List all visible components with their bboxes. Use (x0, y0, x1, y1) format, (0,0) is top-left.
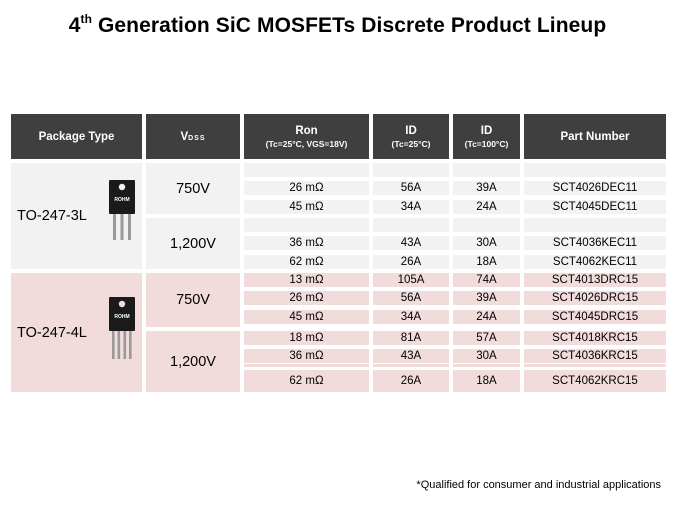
part-number-cell: SCT4013DRC15 (524, 273, 666, 287)
svg-text:ROHM: ROHM (114, 314, 129, 320)
spacer-cell (524, 218, 666, 232)
spacer-cell (524, 163, 666, 177)
ron-cell: 36 mΩ (244, 236, 369, 250)
spacer-cell (244, 364, 369, 367)
id-25c-cell: 34A (373, 310, 449, 324)
header-id-100c: ID (Tc=100°C) (453, 114, 520, 159)
id-100c-cell: 24A (453, 200, 520, 214)
footnote: *Qualified for consumer and industrial a… (416, 479, 661, 491)
part-number-cell: SCT4045DEC11 (524, 200, 666, 214)
page-title: 4th Generation SiC MOSFETs Discrete Prod… (68, 12, 607, 37)
id-100c-cell: 39A (453, 181, 520, 195)
spacer-cell (524, 364, 666, 367)
to247-4l-package-icon: ROHM (109, 297, 135, 359)
id-100c-cell: 30A (453, 349, 520, 363)
ron-cell: 62 mΩ (244, 370, 369, 392)
part-number-cell: SCT4045DRC15 (524, 310, 666, 324)
ron-cell: 45 mΩ (244, 310, 369, 324)
id-25c-cell: 43A (373, 349, 449, 363)
package-label-to247-4l: TO-247-4L (17, 325, 87, 341)
spacer-cell (453, 163, 520, 177)
part-number-cell: SCT4036KRC15 (524, 349, 666, 363)
spacer-cell (244, 218, 369, 232)
to247-3l-package-icon: ROHM (109, 180, 135, 240)
svg-text:ROHM: ROHM (114, 197, 129, 203)
vdss-cell-3l-750v: 750V (146, 163, 240, 214)
id-25c-cell: 105A (373, 273, 449, 287)
vdss-cell-4l-1200v: 1,200V (146, 331, 240, 392)
ron-cell: 45 mΩ (244, 200, 369, 214)
id-100c-cell: 18A (453, 370, 520, 392)
part-number-cell: SCT4026DEC11 (524, 181, 666, 195)
part-number-cell: SCT4062KEC11 (524, 255, 666, 269)
package-group-to247-4l (11, 273, 142, 392)
ron-cell: 26 mΩ (244, 291, 369, 305)
spacer-cell (453, 218, 520, 232)
vdss-cell-4l-750v: 750V (146, 273, 240, 327)
header-ron: Ron (Tc=25°C, VGS=18V) (244, 114, 369, 159)
header-package-type: Package Type (11, 114, 142, 159)
id-25c-cell: 26A (373, 370, 449, 392)
id-100c-cell: 18A (453, 255, 520, 269)
header-id-25c: ID (Tc=25°C) (373, 114, 449, 159)
vdss-cell-3l-1200v: 1,200V (146, 218, 240, 269)
part-number-cell: SCT4036KEC11 (524, 236, 666, 250)
spacer-cell (373, 218, 449, 232)
spacer-cell (373, 364, 449, 367)
ron-cell: 13 mΩ (244, 273, 369, 287)
id-100c-cell: 57A (453, 331, 520, 345)
ron-cell: 18 mΩ (244, 331, 369, 345)
part-number-cell: SCT4062KRC15 (524, 370, 666, 392)
id-25c-cell: 43A (373, 236, 449, 250)
id-25c-cell: 34A (373, 200, 449, 214)
ron-cell: 26 mΩ (244, 181, 369, 195)
ron-cell: 36 mΩ (244, 349, 369, 363)
package-label-to247-3l: TO-247-3L (17, 208, 87, 224)
spacer-cell (373, 163, 449, 177)
id-100c-cell: 39A (453, 291, 520, 305)
id-25c-cell: 81A (373, 331, 449, 345)
part-number-cell: SCT4018KRC15 (524, 331, 666, 345)
id-25c-cell: 56A (373, 181, 449, 195)
header-part-number: Part Number (524, 114, 666, 159)
ron-cell: 62 mΩ (244, 255, 369, 269)
header-vdss: VDSS (146, 114, 240, 159)
id-25c-cell: 26A (373, 255, 449, 269)
id-100c-cell: 30A (453, 236, 520, 250)
id-100c-cell: 24A (453, 310, 520, 324)
spacer-cell (453, 364, 520, 367)
id-25c-cell: 56A (373, 291, 449, 305)
spacer-cell (244, 163, 369, 177)
part-number-cell: SCT4026DRC15 (524, 291, 666, 305)
id-100c-cell: 74A (453, 273, 520, 287)
